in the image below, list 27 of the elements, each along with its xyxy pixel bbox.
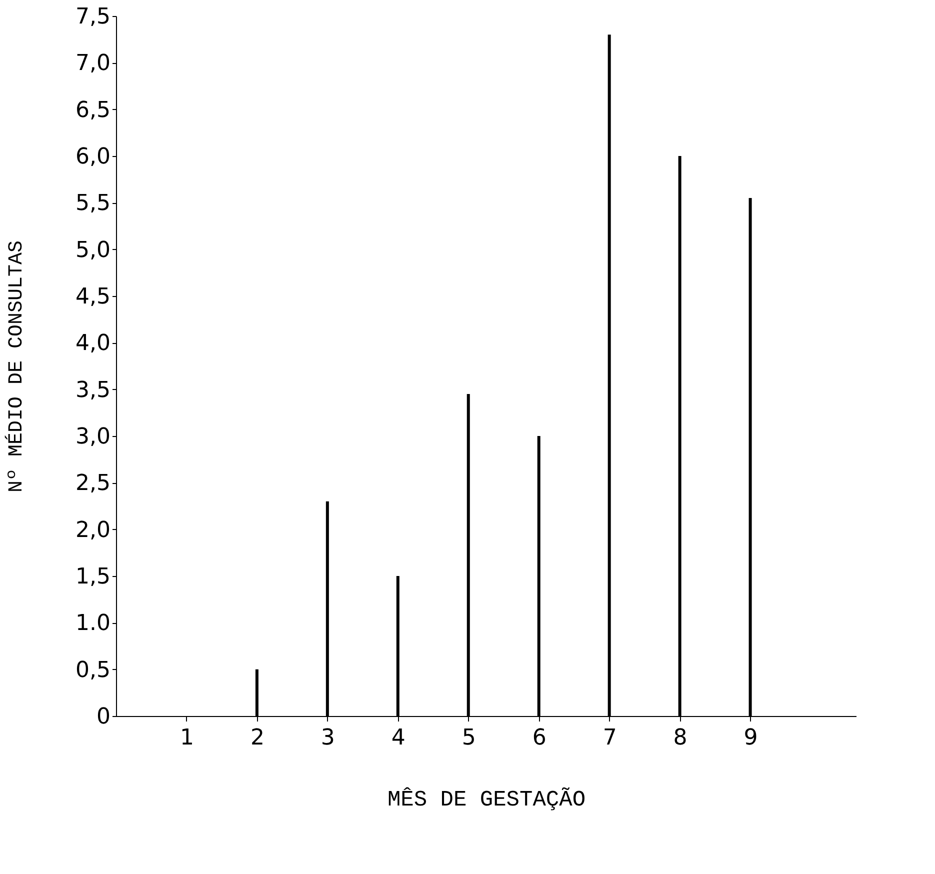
x-tick-label: 6 xyxy=(532,726,546,750)
x-tick-label: 1 xyxy=(180,726,194,750)
y-tick-label: 5,0 xyxy=(76,238,110,263)
x-tick-label: 2 xyxy=(250,726,264,750)
y-tick-label: 1.0 xyxy=(76,611,110,636)
y-tick-label: 0 xyxy=(96,704,110,730)
y-tick-label: 0,5 xyxy=(76,658,110,683)
x-tick-label: 8 xyxy=(673,726,688,750)
x-axis-title: MÊS DE GESTAÇÃO xyxy=(387,786,586,812)
y-tick-label: 4,0 xyxy=(76,331,110,356)
y-tick-label: 3,0 xyxy=(76,424,110,450)
x-tick-label: 3 xyxy=(320,726,335,750)
y-tick-label: 7,5 xyxy=(76,4,110,30)
x-tick-label: 5 xyxy=(462,726,476,750)
y-tick-label: 2,0 xyxy=(76,518,110,543)
y-tick-label: 1,5 xyxy=(76,564,110,590)
x-tick-label: 7 xyxy=(602,726,617,750)
x-tick-label: 4 xyxy=(391,726,406,750)
y-tick-label: 6,5 xyxy=(76,98,110,123)
y-tick-label: 2,5 xyxy=(76,471,110,496)
x-tick-label: 9 xyxy=(744,726,758,750)
y-tick-label: 3,5 xyxy=(76,378,110,403)
y-tick-label: 7,0 xyxy=(76,51,110,76)
y-tick-label: 5,5 xyxy=(76,191,110,216)
y-tick-label: 4,5 xyxy=(76,284,110,310)
y-axis-title: Nº MÉDIO DE CONSULTAS xyxy=(4,240,29,493)
y-tick-label: 6,0 xyxy=(76,144,110,170)
